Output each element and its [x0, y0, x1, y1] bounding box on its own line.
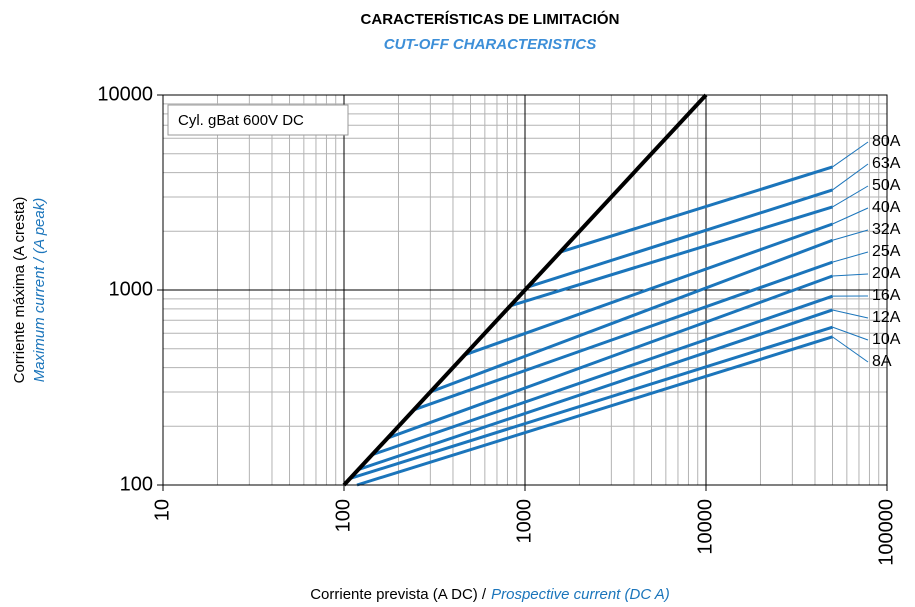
leader-line: [832, 309, 869, 319]
series-line: [527, 188, 833, 289]
x-tick-label: 1000: [513, 499, 535, 544]
x-tick-label: 100: [332, 499, 354, 532]
series-line: [464, 222, 834, 357]
series-label: 10A: [872, 331, 901, 348]
series-line: [509, 205, 833, 308]
leader-line: [832, 273, 869, 277]
leader-line: [832, 251, 869, 263]
series-label: 8A: [872, 353, 892, 370]
x-tick-label: 10000: [694, 499, 716, 555]
chart-title: CARACTERÍSTICAS DE LIMITACIÓN: [361, 10, 620, 28]
y-tick-label: 10000: [97, 83, 153, 105]
x-tick-label: 10: [151, 499, 173, 521]
plot-frame: [162, 94, 888, 486]
series-line: [559, 165, 833, 254]
series-label: 25A: [872, 243, 901, 260]
chart-subtitle: CUT-OFF CHARACTERISTICS: [384, 36, 597, 53]
leader-line: [832, 229, 869, 241]
y-tick-label: 1000: [109, 278, 154, 300]
series-line: [342, 93, 708, 487]
series-label: 50A: [872, 177, 901, 194]
annotation-box: [167, 104, 349, 136]
series-label: 32A: [872, 221, 901, 238]
leader-line: [832, 185, 869, 208]
x-label-es: Corriente prevista (A DC) /: [310, 586, 487, 603]
series-label: 20A: [872, 265, 901, 282]
y-axis-label: Corriente máxima (A cresta): [11, 197, 28, 384]
series-line: [413, 260, 834, 412]
x-label-en: Prospective current (DC A): [491, 586, 670, 603]
series-label: 80A: [872, 133, 901, 150]
annotation: Cyl. gBat 600V DC: [178, 112, 304, 129]
leader-line: [832, 207, 869, 225]
leader-line: [832, 163, 869, 191]
series-line: [356, 335, 833, 487]
series-line: [349, 325, 833, 480]
series-label: 16A: [872, 287, 901, 304]
series-label: 12A: [872, 309, 901, 326]
y-tick-label: 100: [120, 473, 153, 495]
leader-line: [832, 336, 869, 363]
x-axis-label: Corriente prevista (A DC) / Prospective c…: [310, 586, 670, 603]
y-axis-label-en: Maximum current / (A peak): [31, 198, 48, 383]
x-tick-label: 100000: [875, 499, 897, 566]
leader-line: [832, 326, 869, 341]
series-label: 40A: [872, 199, 901, 216]
series-label: 63A: [872, 155, 901, 172]
leader-line: [832, 141, 869, 168]
series-line: [357, 308, 833, 471]
series-line: [429, 238, 834, 394]
series-line: [387, 274, 834, 440]
series-line: [371, 294, 834, 457]
